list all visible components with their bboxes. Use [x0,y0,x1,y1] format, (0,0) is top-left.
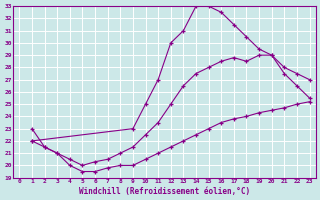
X-axis label: Windchill (Refroidissement éolien,°C): Windchill (Refroidissement éolien,°C) [79,187,250,196]
